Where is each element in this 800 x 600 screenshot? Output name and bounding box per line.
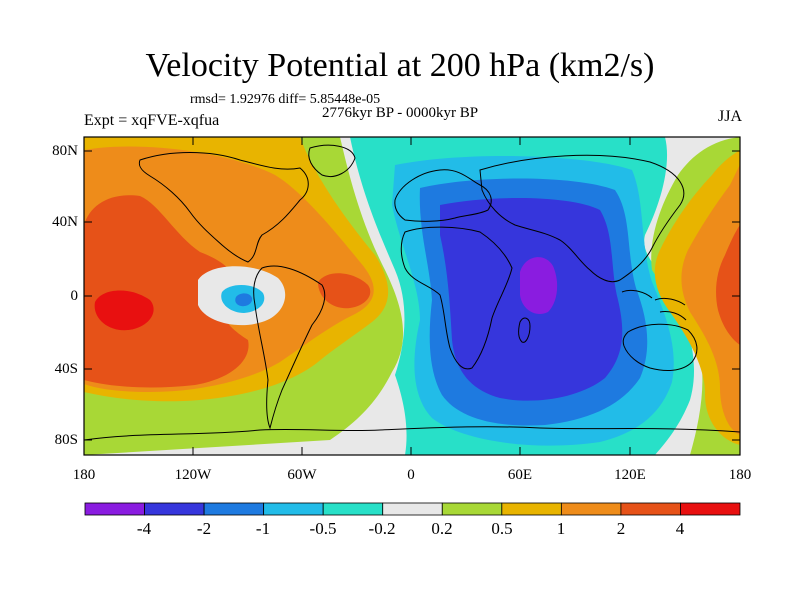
contour-field [84,137,740,455]
colorbar-swatch [441,502,503,516]
colorbar-swatch [680,502,741,516]
colorbar-swatch [203,502,265,516]
map-title: Velocity Potential at 200 hPa (km2/s) [145,47,655,84]
axis-ticks [84,137,740,455]
contour-neg-1 [235,293,253,307]
asia-coast [479,154,685,283]
australia-coast [622,323,698,371]
colorbar-swatch [322,502,384,516]
period-text: 2776kyr BP - 0000kyr BP [322,105,479,121]
lon-label-0: 0 [407,467,415,483]
colorbar-swatch [263,502,324,516]
contour-2-east [716,225,740,345]
colorbar-label: -2 [196,519,212,538]
lat-label-80n: 80N [52,143,78,159]
lon-label-60w: 60W [287,467,317,483]
lon-label-120e: 120E [614,467,646,483]
lat-label-80s: 80S [54,432,78,448]
contour-neg-4 [520,257,558,315]
colorbar-label: -0.2 [368,519,396,538]
experiment-label: Expt = xqFVE-xqfua [84,112,220,129]
colorbar-swatch [84,502,145,516]
colorbar-swatch [620,502,681,516]
contour-2b [318,273,371,309]
colorbar [84,502,741,516]
contour-1-east [681,165,740,435]
colorbar-label: 0.5 [491,519,513,538]
colorbar-label: 2 [616,519,626,538]
antarctica-coast [84,426,740,441]
colorbar-swatch [144,502,205,516]
south-america-coast [253,265,326,430]
greenland-coast [308,144,356,177]
contour-2 [84,195,249,388]
lat-label-40n: 40N [52,214,78,230]
coastlines [84,144,740,441]
europe-coast [394,169,492,222]
colorbar-label: 1 [556,519,566,538]
colorbar-label: 4 [675,519,685,538]
lon-label-180w: 180 [72,467,96,483]
colorbar-label: -0.5 [309,519,337,538]
lon-label-180e: 180 [728,467,752,483]
lat-label-0: 0 [70,288,79,304]
colorbar-label: -1 [255,519,271,538]
madagascar-coast [518,317,531,343]
africa-coast [400,226,513,370]
colorbar-swatch [382,502,443,516]
contour-4 [94,290,154,331]
colorbar-label: 0.2 [431,519,453,538]
colorbar-label: -4 [136,519,152,538]
lat-label-40s: 40S [54,361,78,377]
indonesia-coast [621,289,687,321]
colorbar-swatch [560,502,622,516]
season-label: JJA [717,108,742,125]
colorbar-swatch [501,502,562,516]
stats-text: rmsd= 1.92976 diff= 5.85448e-05 [190,92,381,107]
north-america-coast [138,152,309,263]
lon-label-120w: 120W [174,467,212,483]
lon-label-60e: 60E [507,467,533,483]
